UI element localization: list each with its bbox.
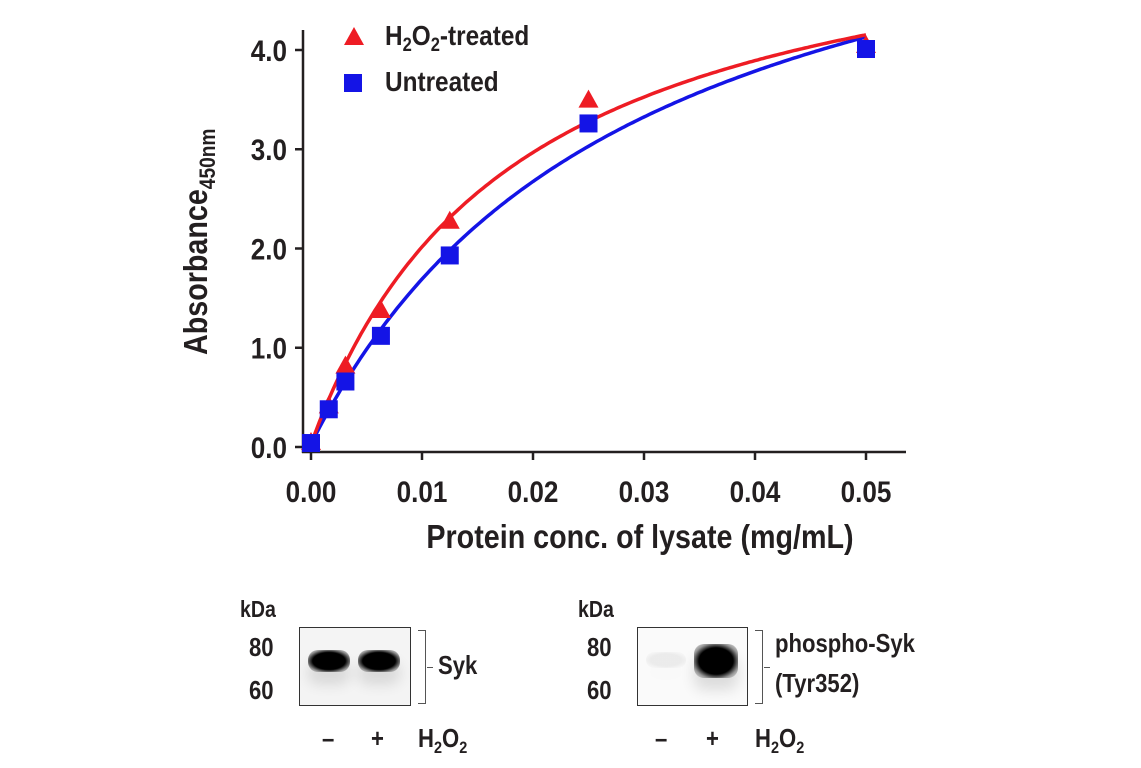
legend: H2O2-treated Untreated xyxy=(344,19,529,97)
data-point-treated xyxy=(439,210,460,229)
y-tick-label: 4.0 xyxy=(251,34,287,67)
treatment-label: H2O2 xyxy=(755,723,805,758)
x-tick-label: 0.05 xyxy=(841,475,892,508)
treatment-label: H2O2 xyxy=(418,723,468,758)
bracket xyxy=(418,630,433,704)
legend-marker-triangle xyxy=(344,27,364,45)
x-tick-label: 0.03 xyxy=(619,475,670,508)
absorbance-chart: 0.01.02.03.04.00.00 0.01 0.02 0.03 0.04 0.05 … xyxy=(177,19,906,555)
y-tick-label: 3.0 xyxy=(251,134,287,167)
x-tick-label: 0.00 xyxy=(286,475,337,508)
band-lane-2 xyxy=(694,644,738,678)
data-point-treated xyxy=(335,355,356,374)
data-point-untreated xyxy=(302,434,320,453)
blot-image xyxy=(637,627,748,706)
x-tick-label: 0.04 xyxy=(730,475,781,508)
blot-image xyxy=(299,627,411,706)
kda-label: kDa xyxy=(240,596,276,622)
lane-minus: – xyxy=(322,723,335,753)
protein-site-label: (Tyr352) xyxy=(775,668,860,698)
x-tick-label: 0.01 xyxy=(397,475,448,508)
data-point-untreated xyxy=(579,114,598,133)
fit-curve-untreated xyxy=(309,35,867,445)
lane-minus: – xyxy=(655,723,668,753)
marker-80: 80 xyxy=(249,632,274,662)
data-point-treated xyxy=(578,89,599,108)
protein-label: phospho-Syk xyxy=(775,628,915,658)
marker-80: 80 xyxy=(587,632,612,662)
band-lane-2 xyxy=(358,650,400,672)
protein-label: Syk xyxy=(438,650,478,680)
x-axis-label: Protein conc. of lysate (mg/mL) xyxy=(426,518,853,555)
y-tick-label: 2.0 xyxy=(251,233,287,266)
band-lane-1 xyxy=(308,650,350,672)
legend-label-untreated: Untreated xyxy=(385,65,499,97)
data-point-untreated xyxy=(440,246,459,265)
data-point-untreated xyxy=(336,372,355,391)
kda-label: kDa xyxy=(578,596,614,622)
legend-marker-square xyxy=(344,74,362,92)
band-lane-1 xyxy=(646,652,686,668)
y-tick-label: 1.0 xyxy=(251,332,287,365)
legend-label-treated: H2O2-treated xyxy=(385,19,529,55)
data-point-untreated xyxy=(319,400,338,419)
marker-60: 60 xyxy=(587,675,612,705)
y-tick-label: 0.0 xyxy=(251,431,287,464)
data-point-untreated xyxy=(857,40,875,59)
data-point-treated xyxy=(370,300,391,319)
x-tick-label: 0.02 xyxy=(508,475,559,508)
marker-60: 60 xyxy=(249,675,274,705)
lane-plus: + xyxy=(706,723,719,753)
lane-plus: + xyxy=(371,723,384,753)
bracket xyxy=(755,630,770,704)
data-point-untreated xyxy=(371,326,390,345)
y-axis-label: Absorbance450nm xyxy=(177,129,220,355)
